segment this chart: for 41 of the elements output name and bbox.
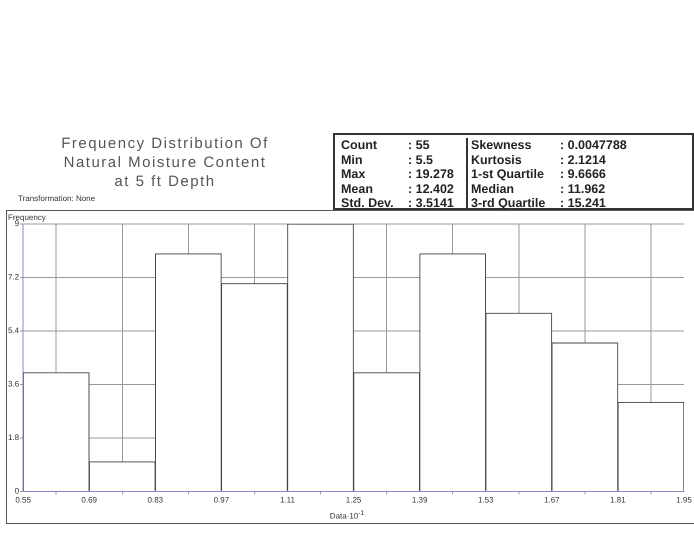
x-tick-label: 1.67 [544, 495, 560, 504]
text: : 3.5141 [408, 196, 455, 210]
text: : 19.278 [408, 167, 455, 182]
text: 1-st Quartile [466, 167, 560, 182]
x-tick-label: 0.69 [81, 495, 98, 504]
text: : 12.402 [408, 182, 455, 196]
x-tick-label: 1.25 [346, 495, 362, 504]
y-tick-label: 9 [14, 219, 20, 228]
text: Min [341, 152, 364, 167]
text: Mean [341, 182, 374, 196]
text: Std. Dev. [341, 196, 395, 210]
y-tick-label: 0 [14, 486, 20, 496]
text: : 11.962 [560, 182, 606, 196]
x-tick-label: 0.55 [15, 495, 32, 504]
y-tick-label: 5.4 [8, 326, 20, 336]
y-axis-title: Frequency [8, 213, 46, 222]
text: Skewness [466, 138, 560, 152]
text: Kurtosis [466, 152, 560, 167]
x-tick-label: 0.97 [214, 495, 230, 504]
x-tick-label: 1.39 [412, 495, 428, 504]
x-tick-label: 1.11 [280, 495, 296, 504]
text: Count [341, 138, 378, 152]
chart-title: Frequency Distribution Of Natural Moisture Content at 5 ft Depth [60, 134, 270, 191]
x-tick-label: 1.53 [478, 495, 494, 504]
y-tick-label: 7.2 [8, 272, 20, 282]
x-axis-title: Data·10$^{-1}$ [328, 510, 366, 521]
x-tick-label: 0.83 [148, 495, 164, 504]
text: 3-rd Quartile [466, 196, 560, 210]
text: : 15.241 [560, 196, 607, 210]
text: : 55 [408, 138, 431, 152]
x-tick-label: 1.81 [610, 495, 626, 504]
text: Median [466, 182, 560, 196]
y-tick-label: 3.6 [8, 380, 20, 389]
text: : 9.6666 [560, 167, 607, 182]
text: : 0.0047788 [560, 138, 628, 152]
text: Transformation: None [18, 194, 96, 203]
text: Max [341, 167, 366, 182]
text: : 2.1214 [560, 152, 607, 167]
text: : 5.5 [408, 152, 434, 167]
y-tick-label: 1.8 [8, 433, 20, 442]
x-tick-label: 1.95 [676, 495, 692, 504]
